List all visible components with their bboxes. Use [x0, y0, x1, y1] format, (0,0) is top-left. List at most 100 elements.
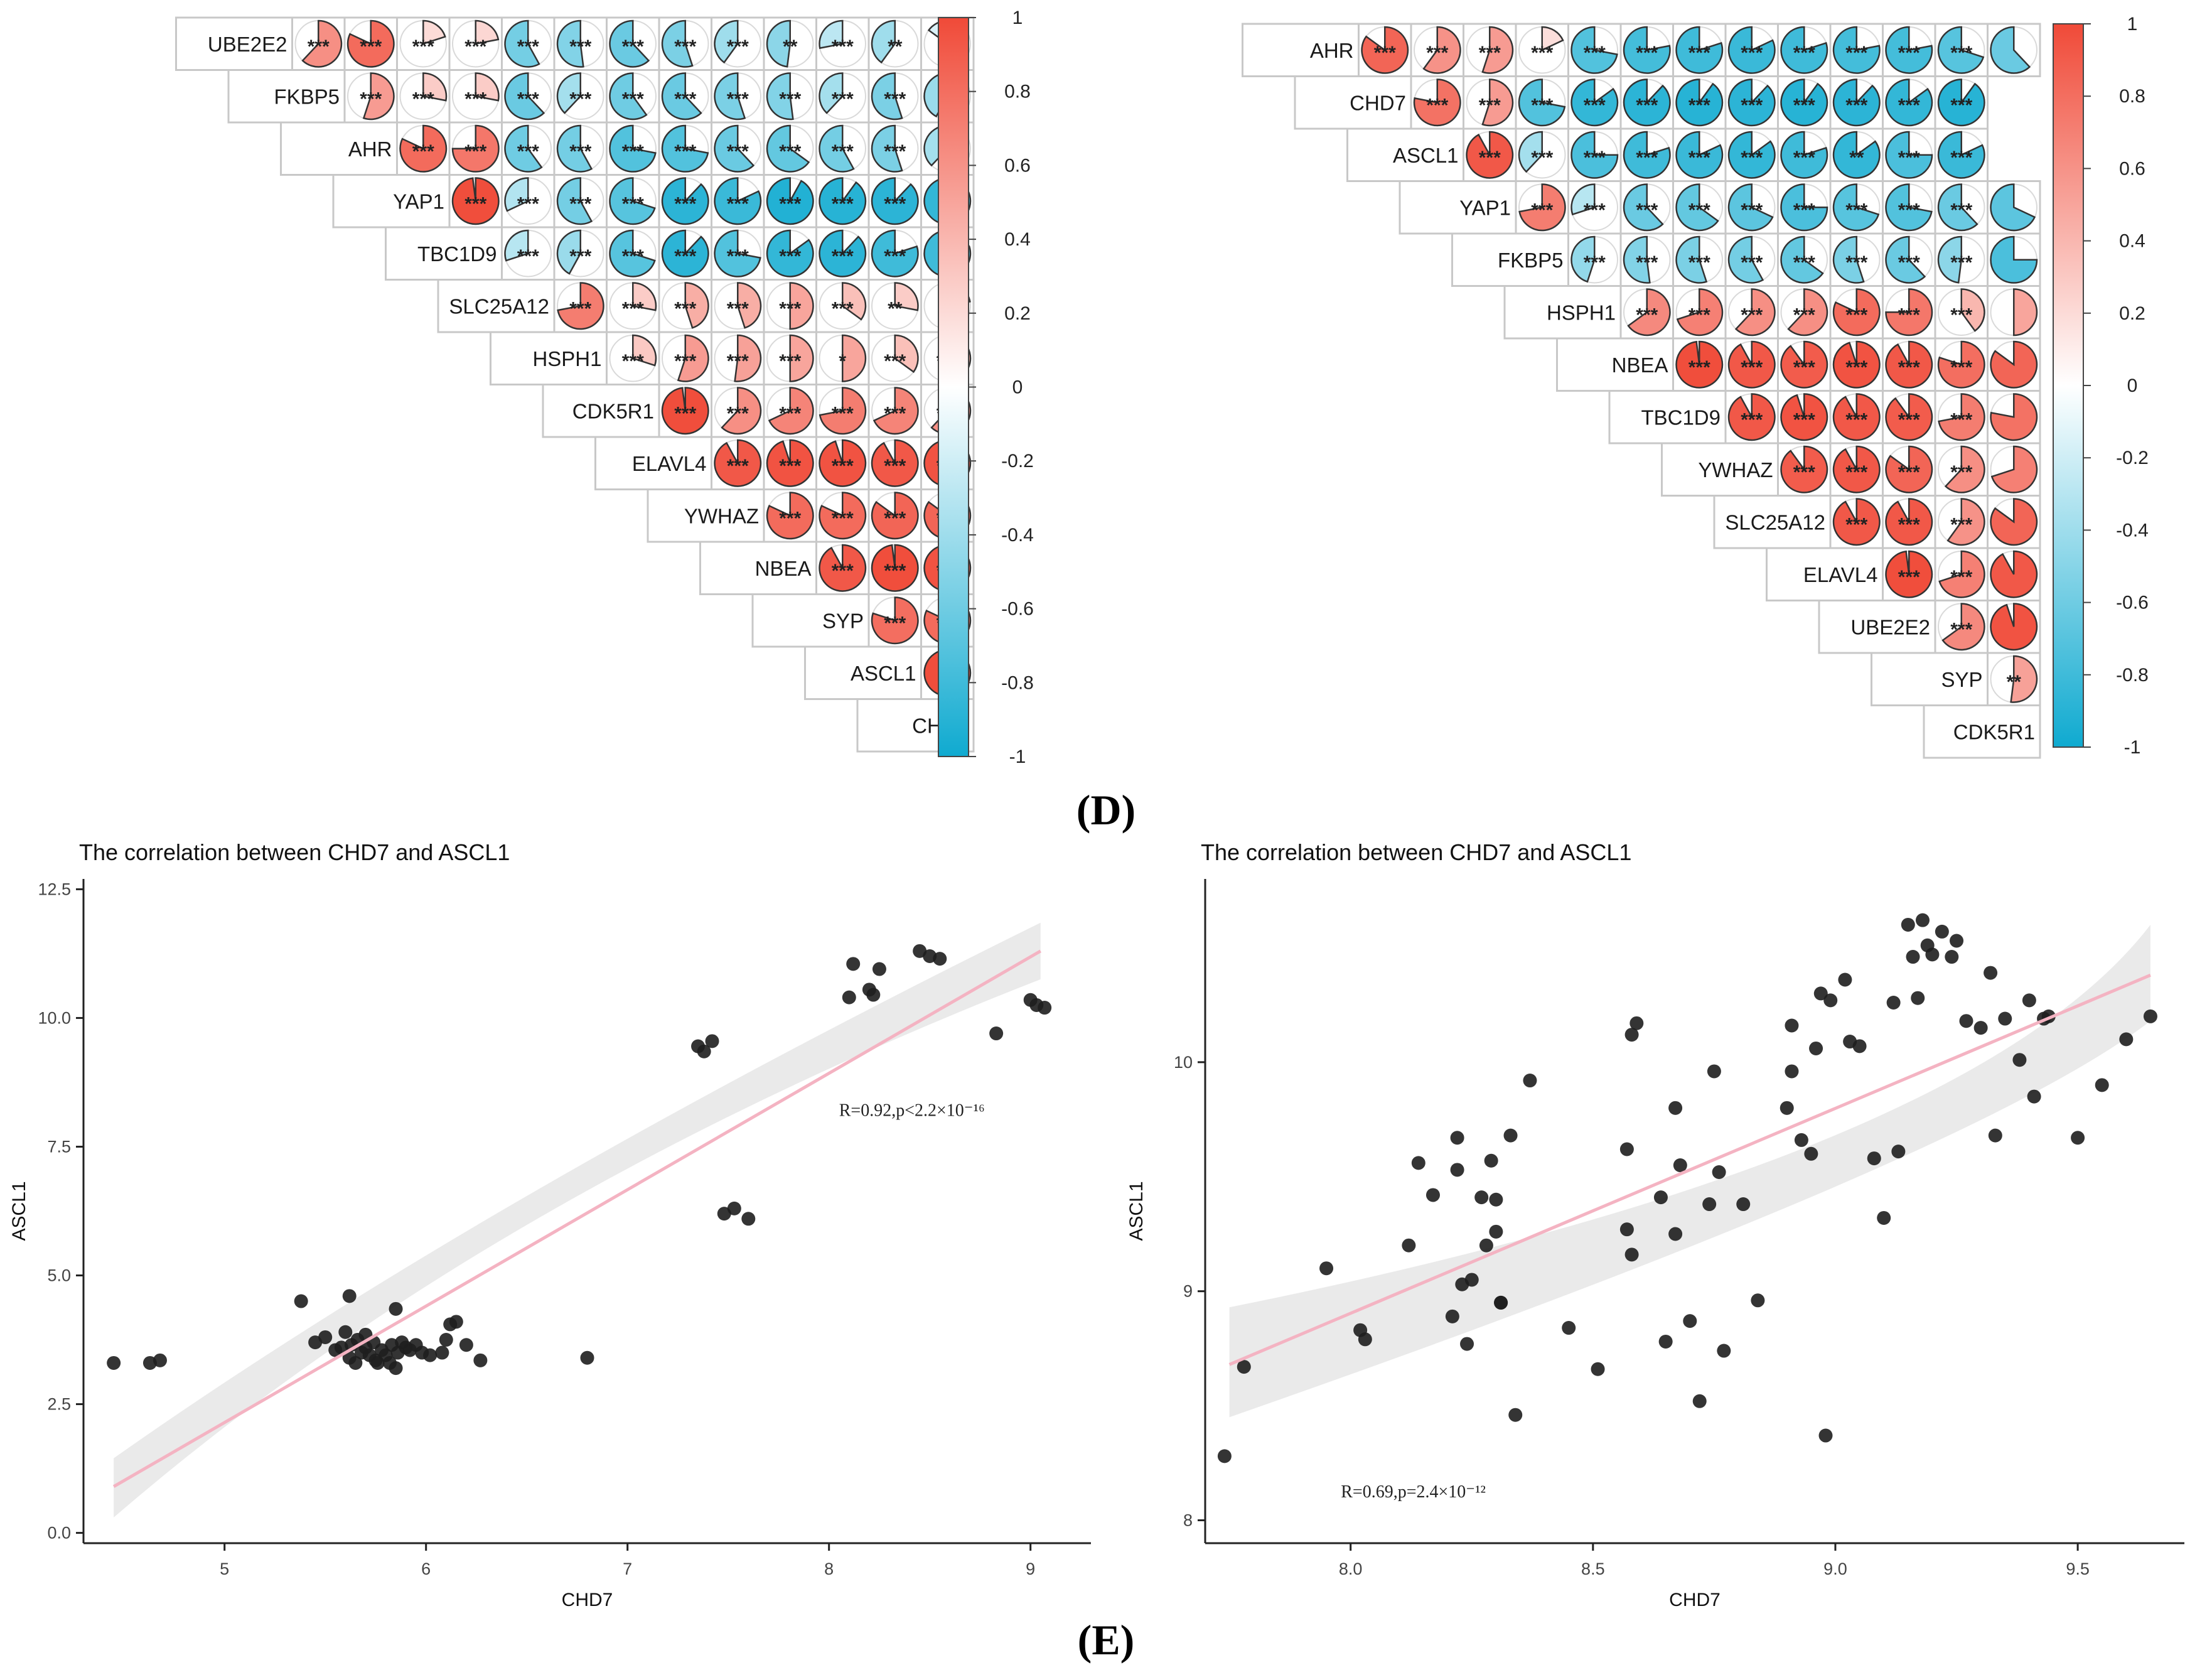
data-point [705, 1034, 719, 1048]
pie-wedge [1727, 393, 1776, 441]
pie-wedge [399, 124, 448, 173]
colorbar-tick-label: -0.8 [2116, 665, 2149, 686]
pie-wedge [504, 19, 540, 68]
significance-label: * [839, 351, 846, 372]
label-cell [1923, 704, 2041, 759]
significance-label: *** [779, 141, 801, 162]
pie-wedge [1623, 78, 1671, 127]
x-tick-label: 9.0 [1823, 1560, 1847, 1578]
pie-wedge [609, 19, 650, 68]
data-point [1707, 1064, 1721, 1079]
data-point [1717, 1344, 1731, 1358]
pie-wedge [557, 282, 604, 330]
colorbar-tick-label: -0.6 [2116, 593, 2149, 613]
significance-label: *** [1584, 43, 1606, 63]
significance-label: ** [783, 36, 798, 57]
x-tick-label: 7 [623, 1560, 632, 1578]
pie-wedge [766, 72, 794, 121]
data-point [1445, 1309, 1459, 1323]
data-point [1692, 1394, 1707, 1408]
pie-wedge [819, 492, 867, 540]
pie-wedge [1422, 26, 1461, 74]
data-point [1906, 950, 1920, 964]
pie-wedge [1780, 26, 1828, 74]
significance-label: *** [1584, 95, 1606, 116]
data-point [2071, 1131, 2085, 1145]
significance-label: *** [1584, 200, 1606, 220]
data-point [1867, 1151, 1881, 1166]
pie-wedge [721, 387, 762, 435]
data-point [1619, 1142, 1634, 1156]
significance-label: *** [1950, 200, 1972, 220]
significance-label: *** [1531, 148, 1553, 168]
colorbar-tick-label: 0 [2127, 375, 2138, 396]
pie-wedge [1466, 131, 1514, 179]
data-point [1450, 1131, 1464, 1145]
gene-label: FKBP5 [274, 85, 340, 108]
significance-label: *** [1689, 252, 1710, 273]
significance-label: *** [1689, 200, 1710, 220]
pie-wedge [871, 177, 919, 225]
significance-label: *** [727, 193, 749, 214]
data-point [459, 1338, 473, 1352]
pie-wedge [1832, 288, 1881, 337]
significance-label: *** [674, 36, 696, 57]
significance-label: *** [1898, 252, 1920, 273]
y-tick-label: 7.5 [47, 1137, 71, 1156]
pie-wedge [556, 124, 593, 173]
pie-wedge [1885, 445, 1933, 493]
data-point [1973, 1021, 1988, 1035]
data-point [846, 957, 861, 971]
colorbar [938, 17, 969, 757]
gene-label: UBE2E2 [1850, 615, 1930, 638]
pie-wedge [301, 19, 343, 68]
significance-label: *** [1950, 43, 1972, 63]
correlation-annotation: R=0.69,p=2.4×10⁻¹² [1341, 1482, 1486, 1502]
pie-wedge [1832, 235, 1865, 284]
data-point [1984, 966, 1998, 980]
colorbar-tick-label: -1 [2124, 737, 2141, 758]
pie-wedge [504, 177, 529, 212]
significance-label: *** [1793, 95, 1815, 116]
data-point [1523, 1074, 1537, 1088]
pie-wedge [1832, 78, 1881, 127]
pie-wedge [1885, 550, 1933, 598]
pie-wedge [1937, 183, 1978, 232]
data-point [1484, 1153, 1498, 1168]
data-point [842, 990, 856, 1005]
data-point [1411, 1156, 1425, 1170]
data-point [2143, 1009, 2157, 1023]
significance-label: ** [1849, 148, 1864, 168]
significance-label: *** [622, 193, 644, 214]
pie-wedge [714, 177, 762, 225]
significance-label: *** [1689, 357, 1710, 378]
pie-wedge [1990, 550, 2038, 598]
data-point [2095, 1078, 2109, 1092]
gene-label: HSPH1 [1547, 301, 1616, 324]
x-tick-label: 6 [421, 1560, 431, 1578]
gene-label: YWHAZ [1698, 458, 1773, 482]
gene-label: TBC1D9 [1641, 406, 1721, 429]
significance-label: *** [360, 89, 382, 109]
x-tick-label: 8.0 [1339, 1560, 1363, 1578]
significance-label: *** [1950, 619, 1972, 640]
significance-label: *** [517, 89, 539, 109]
pie-wedge [1937, 340, 1985, 389]
significance-label: *** [1950, 357, 1972, 378]
significance-label: *** [360, 36, 382, 57]
significance-label: *** [832, 193, 854, 214]
significance-label: *** [727, 456, 749, 477]
significance-label: *** [1845, 514, 1867, 535]
label-cell [856, 698, 975, 753]
significance-label: *** [569, 141, 591, 162]
pie-wedge [1518, 131, 1543, 173]
gene-label: TBC1D9 [417, 242, 497, 266]
significance-label: *** [1950, 462, 1972, 483]
pie-wedge [1832, 445, 1881, 493]
data-point [580, 1350, 594, 1365]
significance-label: *** [779, 508, 801, 529]
significance-label: *** [884, 508, 906, 529]
pie-wedge [1675, 131, 1724, 179]
pie-wedge [766, 19, 791, 68]
significance-label: *** [1426, 43, 1448, 63]
